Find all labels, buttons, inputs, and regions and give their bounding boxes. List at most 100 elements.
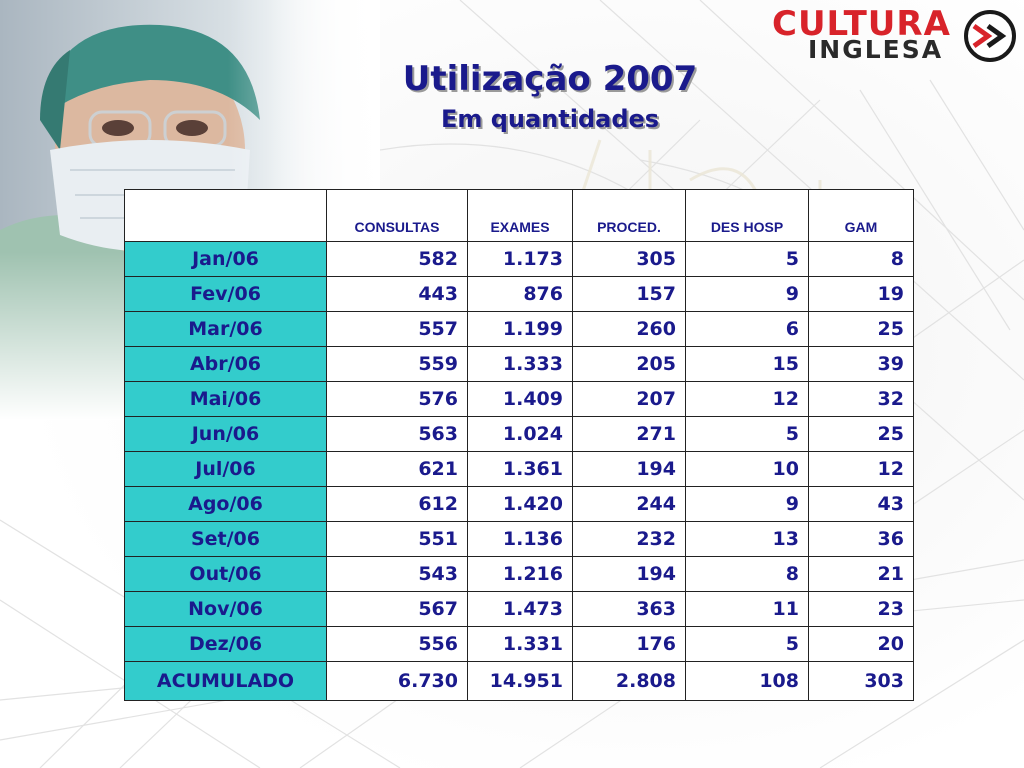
month-cell: Mai/06 <box>124 381 327 417</box>
logo-word-cultura: CULTURA <box>772 4 951 44</box>
header-proced: PROCED. <box>572 189 686 242</box>
des-hosp-cell: 5 <box>685 416 809 452</box>
table-row: Mai/06 576 1.409 207 12 32 <box>124 381 914 417</box>
consultas-cell: 543 <box>326 556 468 592</box>
total-consultas: 6.730 <box>326 661 468 701</box>
des-hosp-cell: 8 <box>685 556 809 592</box>
header-exames: EXAMES <box>467 189 573 242</box>
gam-cell: 23 <box>808 591 914 627</box>
exames-cell: 1.409 <box>467 381 573 417</box>
proced-cell: 157 <box>572 276 686 312</box>
des-hosp-cell: 5 <box>685 626 809 662</box>
consultas-cell: 563 <box>326 416 468 452</box>
des-hosp-cell: 5 <box>685 241 809 277</box>
des-hosp-cell: 6 <box>685 311 809 347</box>
total-label: ACUMULADO <box>124 661 327 701</box>
consultas-cell: 557 <box>326 311 468 347</box>
month-cell: Abr/06 <box>124 346 327 382</box>
proced-cell: 244 <box>572 486 686 522</box>
gam-cell: 20 <box>808 626 914 662</box>
total-gam: 303 <box>808 661 914 701</box>
total-exames: 14.951 <box>467 661 573 701</box>
exames-cell: 1.473 <box>467 591 573 627</box>
exames-cell: 1.173 <box>467 241 573 277</box>
table-row: Out/06 543 1.216 194 8 21 <box>124 556 914 592</box>
exames-cell: 1.136 <box>467 521 573 557</box>
gam-cell: 25 <box>808 416 914 452</box>
des-hosp-cell: 9 <box>685 486 809 522</box>
table-row: Fev/06 443 876 157 9 19 <box>124 276 914 312</box>
proced-cell: 176 <box>572 626 686 662</box>
header-corner <box>124 189 327 242</box>
proced-cell: 232 <box>572 521 686 557</box>
header-consultas: CONSULTAS <box>326 189 468 242</box>
proced-cell: 205 <box>572 346 686 382</box>
proced-cell: 194 <box>572 451 686 487</box>
month-cell: Dez/06 <box>124 626 327 662</box>
consultas-cell: 556 <box>326 626 468 662</box>
gam-cell: 32 <box>808 381 914 417</box>
utilization-table: CONSULTAS EXAMES PROCED. DES HOSP GAM Ja… <box>124 189 914 701</box>
des-hosp-cell: 11 <box>685 591 809 627</box>
consultas-cell: 551 <box>326 521 468 557</box>
gam-cell: 12 <box>808 451 914 487</box>
month-cell: Jul/06 <box>124 451 327 487</box>
proced-cell: 207 <box>572 381 686 417</box>
logo-word-inglesa: INGLESA <box>808 35 944 64</box>
exames-cell: 1.024 <box>467 416 573 452</box>
header-gam: GAM <box>808 189 914 242</box>
proced-cell: 260 <box>572 311 686 347</box>
proced-cell: 271 <box>572 416 686 452</box>
month-cell: Out/06 <box>124 556 327 592</box>
exames-cell: 1.361 <box>467 451 573 487</box>
exames-cell: 1.216 <box>467 556 573 592</box>
proced-cell: 363 <box>572 591 686 627</box>
total-row: ACUMULADO 6.730 14.951 2.808 108 303 <box>124 661 914 701</box>
des-hosp-cell: 15 <box>685 346 809 382</box>
month-cell: Fev/06 <box>124 276 327 312</box>
month-cell: Mar/06 <box>124 311 327 347</box>
month-cell: Set/06 <box>124 521 327 557</box>
table-row: Jun/06 563 1.024 271 5 25 <box>124 416 914 452</box>
page-subtitle: Em quantidades <box>440 105 660 133</box>
table-row: Ago/06 612 1.420 244 9 43 <box>124 486 914 522</box>
consultas-cell: 621 <box>326 451 468 487</box>
consultas-cell: 443 <box>326 276 468 312</box>
total-des-hosp: 108 <box>685 661 809 701</box>
proced-cell: 194 <box>572 556 686 592</box>
header-des-hosp: DES HOSP <box>685 189 809 242</box>
des-hosp-cell: 13 <box>685 521 809 557</box>
des-hosp-cell: 12 <box>685 381 809 417</box>
gam-cell: 8 <box>808 241 914 277</box>
exames-cell: 1.420 <box>467 486 573 522</box>
exames-cell: 1.333 <box>467 346 573 382</box>
proced-cell: 305 <box>572 241 686 277</box>
des-hosp-cell: 9 <box>685 276 809 312</box>
gam-cell: 36 <box>808 521 914 557</box>
des-hosp-cell: 10 <box>685 451 809 487</box>
table-row: Dez/06 556 1.331 176 5 20 <box>124 626 914 662</box>
table-row: Mar/06 557 1.199 260 6 25 <box>124 311 914 347</box>
page-title: Utilização 2007 <box>402 59 698 99</box>
exames-cell: 1.331 <box>467 626 573 662</box>
table-row: Jan/06 582 1.173 305 5 8 <box>124 241 914 277</box>
consultas-cell: 567 <box>326 591 468 627</box>
month-cell: Nov/06 <box>124 591 327 627</box>
month-cell: Jun/06 <box>124 416 327 452</box>
logo-arrows-icon <box>964 10 1016 62</box>
gam-cell: 21 <box>808 556 914 592</box>
gam-cell: 43 <box>808 486 914 522</box>
month-cell: Ago/06 <box>124 486 327 522</box>
exames-cell: 1.199 <box>467 311 573 347</box>
consultas-cell: 559 <box>326 346 468 382</box>
consultas-cell: 612 <box>326 486 468 522</box>
total-proced: 2.808 <box>572 661 686 701</box>
table-row: Abr/06 559 1.333 205 15 39 <box>124 346 914 382</box>
header-row: CONSULTAS EXAMES PROCED. DES HOSP GAM <box>124 189 914 242</box>
brand-logo: CULTURA INGLESA <box>772 6 1020 66</box>
gam-cell: 39 <box>808 346 914 382</box>
gam-cell: 25 <box>808 311 914 347</box>
consultas-cell: 576 <box>326 381 468 417</box>
exames-cell: 876 <box>467 276 573 312</box>
consultas-cell: 582 <box>326 241 468 277</box>
